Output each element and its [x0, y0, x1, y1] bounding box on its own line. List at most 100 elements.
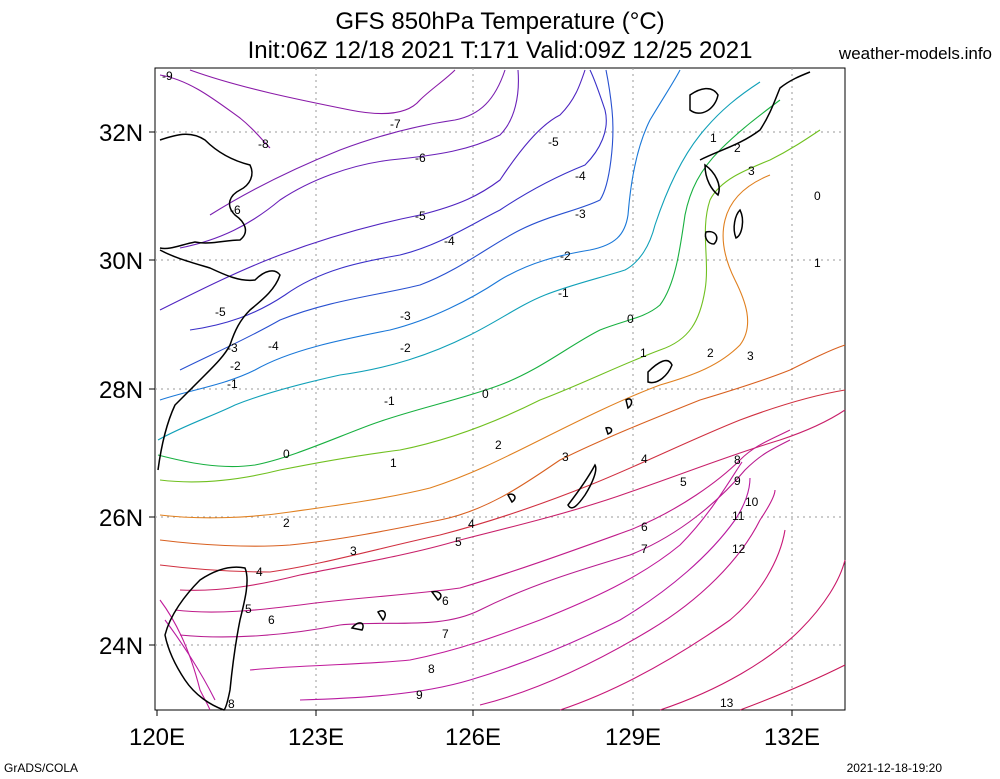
- contour-label: 2: [495, 438, 502, 452]
- isotherm-minus-6: [179, 69, 519, 249]
- kyushu-north-coastline: [689, 87, 719, 114]
- contour-label: -9: [162, 69, 173, 83]
- isotherm-11: [559, 529, 786, 711]
- yakushima-island: [704, 230, 718, 245]
- isotherm-minus-9: [159, 74, 271, 149]
- contour-label: -1: [384, 394, 395, 408]
- isotherm-10: [479, 489, 776, 706]
- contour-label: 5: [455, 535, 462, 549]
- contour-label: 1: [710, 131, 717, 145]
- contour-label: 10: [745, 495, 759, 509]
- contour-label: 0: [283, 447, 290, 461]
- amami-island: [647, 359, 673, 384]
- contour-label: 7: [641, 542, 648, 556]
- isotherm-0: [157, 99, 781, 468]
- miyako-island: [350, 622, 364, 631]
- lon-label-120e: 120E: [129, 724, 185, 751]
- contour-label: 0: [482, 387, 489, 401]
- contour-label: -4: [575, 169, 586, 183]
- contour-label: -3: [227, 341, 238, 355]
- contour-label: -8: [258, 137, 269, 151]
- isotherm-taiwan-b: [164, 619, 216, 701]
- lat-label-28n: 28N: [99, 377, 143, 404]
- contour-label: 5: [680, 475, 687, 489]
- lat-label-30n: 30N: [99, 248, 143, 275]
- contour-label: 9: [734, 474, 741, 488]
- contour-label: 9: [416, 688, 423, 702]
- contour-label: -5: [215, 305, 226, 319]
- isotherm-6: [174, 429, 791, 613]
- render-timestamp: 2021-12-18-19:20: [846, 761, 942, 775]
- contour-label: -3: [400, 309, 411, 323]
- contour-label: -4: [268, 339, 279, 353]
- contour-label: 0: [627, 312, 634, 326]
- contour-label: 0: [814, 189, 821, 203]
- isotherm-minus-8: [189, 69, 456, 115]
- contour-label: -4: [444, 234, 455, 248]
- isotherm-8: [249, 461, 743, 671]
- axis-ticks: [149, 131, 793, 716]
- contour-label: 4: [256, 565, 263, 579]
- tanegashima-island: [733, 208, 744, 240]
- lon-label-126e: 126E: [445, 724, 501, 751]
- isotherm-2: [159, 174, 771, 519]
- contour-label: -1: [227, 377, 238, 391]
- contour-label: 1: [640, 346, 647, 360]
- isotherm-minus-7: [209, 69, 506, 216]
- lat-label-24n: 24N: [99, 633, 143, 660]
- isotherm-minus-2: [159, 69, 681, 401]
- isotherm-13: [739, 664, 846, 711]
- contour-label: 8: [734, 453, 741, 467]
- contour-label: 4: [641, 452, 648, 466]
- map-subtitle: Init:06Z 12/18 2021 T:171 Valid:09Z 12/2…: [247, 37, 753, 64]
- software-credit: GrADS/COLA: [4, 761, 79, 775]
- isotherm-5: [179, 409, 846, 591]
- isotherm-minus-1: [157, 81, 761, 441]
- isotherm-4: [159, 389, 846, 573]
- contour-label: 2: [283, 516, 290, 530]
- contour-label: 2: [707, 346, 714, 360]
- contour-label: 13: [720, 696, 734, 710]
- contour-label: -6: [415, 151, 426, 165]
- contour-label: -6: [230, 203, 241, 217]
- contour-label: 3: [748, 164, 755, 178]
- kyushu-coastline: [699, 71, 811, 161]
- china-coastline-south: [157, 249, 281, 471]
- china-coastline-north: [159, 133, 253, 250]
- contour-label: 7: [442, 627, 449, 641]
- isotherm-12: [659, 559, 846, 711]
- okinawa-island: [567, 463, 597, 509]
- isotherm-minus-3: [179, 69, 614, 371]
- lat-label-26n: 26N: [99, 505, 143, 532]
- lon-label-129e: 129E: [605, 724, 661, 751]
- contour-label: -2: [400, 341, 411, 355]
- contour-label: -2: [230, 359, 241, 373]
- kume-island: [506, 493, 516, 504]
- contour-label: 1: [390, 456, 397, 470]
- okinoerabu-island: [605, 426, 613, 435]
- contour-label: -2: [560, 249, 571, 263]
- taiwan-coastline: [164, 566, 248, 711]
- contour-label: 4: [468, 517, 475, 531]
- contour-label: 3: [350, 544, 357, 558]
- contour-label: 8: [228, 697, 235, 711]
- contour-label: -5: [548, 135, 559, 149]
- isotherm-3: [159, 344, 846, 547]
- coastlines: [157, 71, 811, 711]
- satsuma-peninsula: [704, 163, 720, 197]
- lon-label-123e: 123E: [288, 724, 344, 751]
- lon-label-132e: 132E: [764, 724, 820, 751]
- isotherm-1: [159, 129, 821, 483]
- isotherm-7: [179, 439, 791, 638]
- map-title: GFS 850hPa Temperature (°C): [335, 8, 665, 35]
- contour-label: 6: [641, 520, 648, 534]
- contour-label: 6: [268, 613, 275, 627]
- contour-label: -7: [390, 117, 401, 131]
- isotherm-minus-5: [159, 69, 586, 311]
- temperature-contours: [157, 69, 846, 711]
- site-name: weather-models.info: [838, 44, 992, 63]
- isotherm-minus-4: [189, 69, 607, 331]
- contour-label: -5: [415, 209, 426, 223]
- contour-label: 1: [814, 256, 821, 270]
- contour-label: 8: [428, 662, 435, 676]
